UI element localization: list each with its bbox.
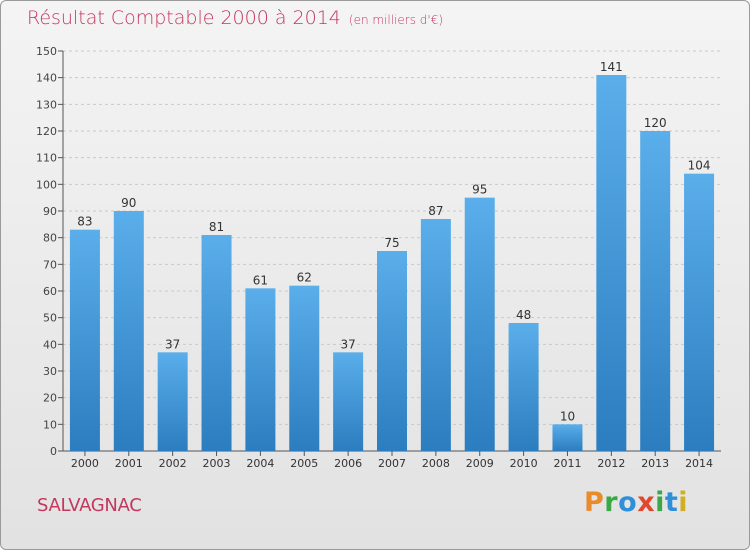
x-tick-label: 2007 <box>378 457 406 470</box>
x-tick-label: 2014 <box>685 457 713 470</box>
bar <box>684 173 715 451</box>
bar <box>157 352 188 451</box>
x-tick-label: 2005 <box>290 457 318 470</box>
bar-value-label: 75 <box>384 236 399 250</box>
bar <box>289 285 320 451</box>
y-tick-label: 90 <box>43 205 57 218</box>
bar <box>596 75 627 451</box>
x-tick-label: 2011 <box>553 457 581 470</box>
logo-letter: x <box>637 487 656 518</box>
bar-value-label: 37 <box>340 337 355 351</box>
y-tick-label: 20 <box>43 392 57 405</box>
bar <box>113 211 144 451</box>
x-tick-label: 2000 <box>71 457 99 470</box>
x-tick-label: 2003 <box>203 457 231 470</box>
y-tick-label: 150 <box>36 45 57 58</box>
bar-value-label: 61 <box>253 273 268 287</box>
x-tick-label: 2006 <box>334 457 362 470</box>
bar <box>245 288 276 451</box>
bar <box>464 197 495 451</box>
y-tick-label: 60 <box>43 285 57 298</box>
bar <box>333 352 364 451</box>
x-tick-label: 2012 <box>597 457 625 470</box>
chart-unit-note: (en milliers d'€) <box>348 13 444 27</box>
x-tick-label: 2002 <box>159 457 187 470</box>
bar-value-label: 104 <box>688 159 711 173</box>
x-tick-label: 2004 <box>246 457 274 470</box>
y-tick-label: 130 <box>36 98 57 111</box>
logo-letter: o <box>618 487 638 518</box>
x-tick-label: 2008 <box>422 457 450 470</box>
bar <box>69 229 100 451</box>
logo-letter: t <box>664 487 679 518</box>
y-tick-label: 80 <box>43 232 57 245</box>
chart-title-text: Résultat Comptable 2000 à 2014 <box>27 7 341 29</box>
town-name: SALVAGNAC <box>37 495 142 516</box>
y-tick-label: 110 <box>36 152 57 165</box>
y-tick-label: 10 <box>43 418 57 431</box>
y-tick-label: 0 <box>50 445 57 458</box>
logo-letter: P <box>584 487 605 518</box>
bar-value-label: 83 <box>77 215 92 229</box>
logo-letter: i <box>678 487 689 518</box>
logo-letter: r <box>604 487 619 518</box>
bar <box>640 131 671 451</box>
bar-value-label: 37 <box>165 337 180 351</box>
x-tick-label: 2001 <box>115 457 143 470</box>
bar-value-label: 87 <box>428 204 443 218</box>
bar <box>377 251 407 451</box>
bar <box>508 323 539 451</box>
bar-value-label: 120 <box>644 116 667 130</box>
bar-value-label: 95 <box>472 183 487 197</box>
bar <box>420 219 451 451</box>
chart-title: Résultat Comptable 2000 à 2014 (en millie… <box>27 7 443 29</box>
bar-value-label: 141 <box>600 60 623 74</box>
y-tick-label: 50 <box>43 312 57 325</box>
logo-letter: i <box>655 487 665 518</box>
bar-value-label: 81 <box>209 220 224 234</box>
bar-value-label: 90 <box>121 196 136 210</box>
y-tick-label: 100 <box>36 178 57 191</box>
y-tick-label: 70 <box>43 258 57 271</box>
proxiti-logo[interactable]: Proxiti <box>584 487 688 518</box>
bar-value-label: 62 <box>297 271 312 285</box>
x-tick-label: 2013 <box>641 457 669 470</box>
y-tick-label: 140 <box>36 72 57 85</box>
x-tick-label: 2009 <box>466 457 494 470</box>
bar-value-label: 10 <box>560 409 575 423</box>
x-tick-label: 2010 <box>510 457 538 470</box>
bar <box>201 235 232 451</box>
y-tick-label: 30 <box>43 365 57 378</box>
y-tick-label: 40 <box>43 338 57 351</box>
bar-value-label: 48 <box>516 308 531 322</box>
y-tick-label: 120 <box>36 125 57 138</box>
bar <box>552 424 583 451</box>
